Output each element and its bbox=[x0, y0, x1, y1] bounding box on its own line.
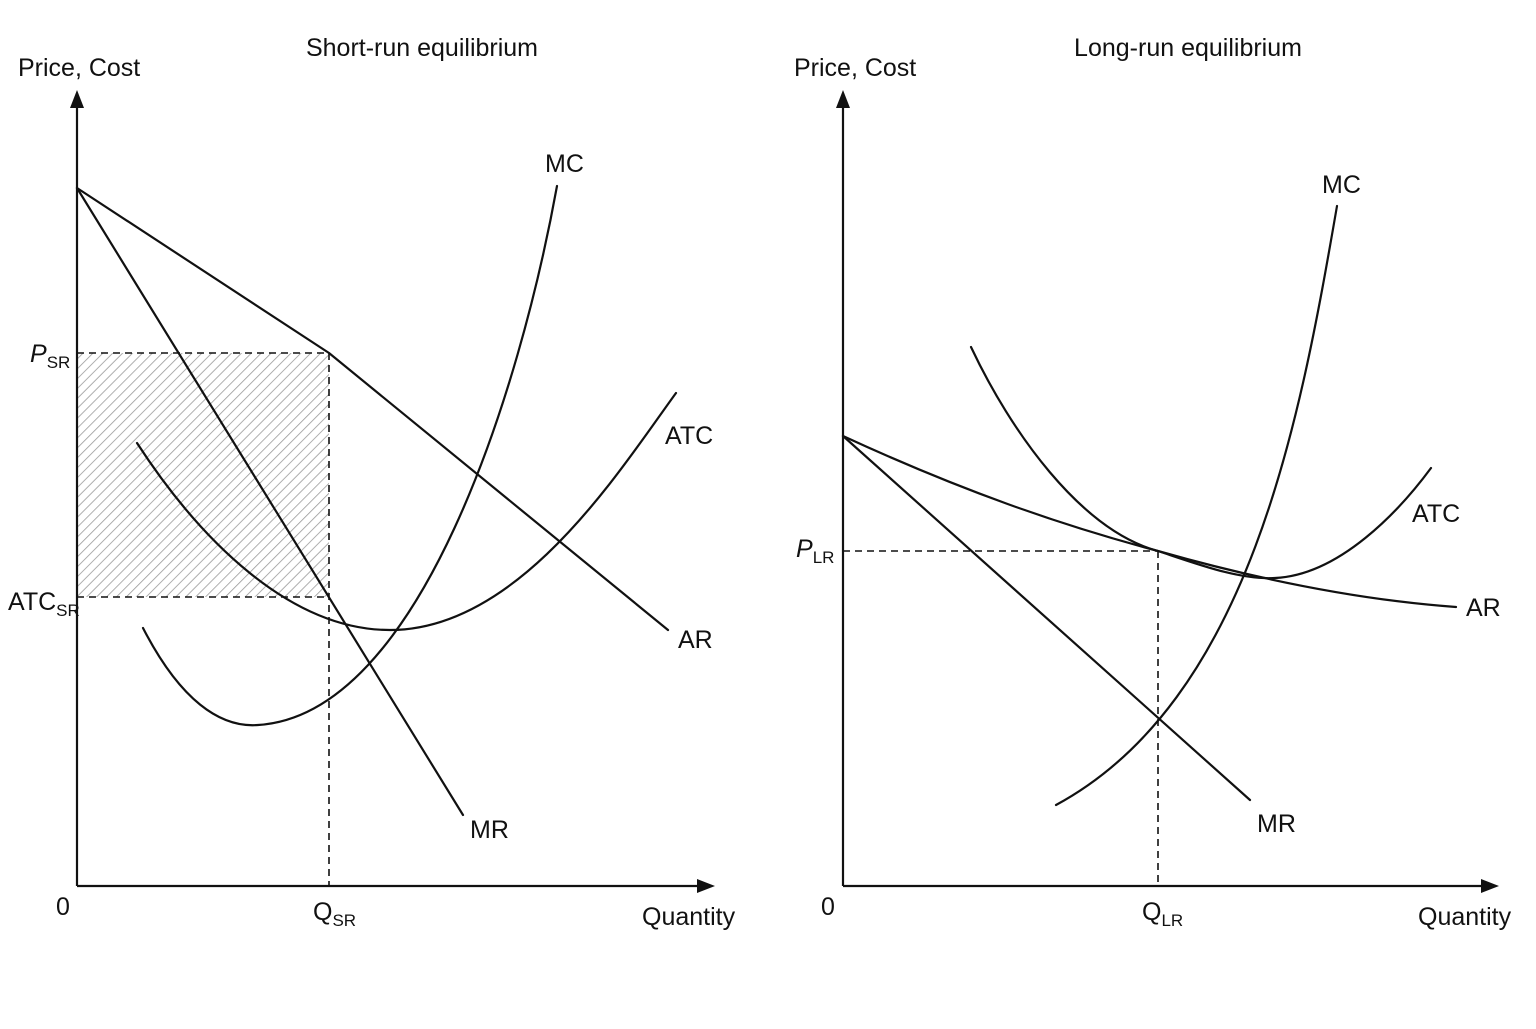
long-run-price-marker: PLR bbox=[796, 535, 834, 567]
short-run-atc-curve bbox=[135, 391, 678, 632]
long-run-mc-label: MC bbox=[1322, 171, 1361, 199]
short-run-x-axis-label: Quantity bbox=[642, 903, 736, 931]
short-run-mr-curve bbox=[75, 186, 465, 817]
short-run-x-axis-arrow bbox=[697, 879, 715, 893]
long-run-panel: Long-run equilibrium Price, Cost Quantit… bbox=[794, 34, 1512, 931]
long-run-title: Long-run equilibrium bbox=[1074, 34, 1302, 62]
long-run-y-axis-arrow bbox=[836, 90, 850, 108]
long-run-ar-label: AR bbox=[1466, 594, 1501, 622]
short-run-origin-label: 0 bbox=[56, 893, 70, 921]
long-run-origin-label: 0 bbox=[821, 893, 835, 921]
short-run-profit-area bbox=[77, 353, 329, 597]
long-run-y-axis-label: Price, Cost bbox=[794, 54, 916, 82]
short-run-mc-curve bbox=[141, 184, 559, 727]
short-run-ar-curve bbox=[75, 186, 670, 632]
long-run-atc-label: ATC bbox=[1412, 500, 1460, 528]
short-run-panel: Short-run equilibrium Price, Cost Quanti… bbox=[8, 34, 736, 931]
short-run-mr-label: MR bbox=[470, 816, 509, 844]
short-run-title: Short-run equilibrium bbox=[306, 34, 538, 62]
short-run-price-marker: PSR bbox=[30, 340, 70, 372]
long-run-mr-curve bbox=[841, 434, 1252, 802]
short-run-quantity-marker: QSR bbox=[313, 898, 356, 930]
short-run-atc-label: ATC bbox=[665, 422, 713, 450]
long-run-x-axis-label: Quantity bbox=[1418, 903, 1512, 931]
short-run-y-axis-arrow bbox=[70, 90, 84, 108]
short-run-mc-label: MC bbox=[545, 150, 584, 178]
long-run-mc-curve bbox=[1054, 204, 1339, 807]
long-run-ar-curve bbox=[841, 434, 1458, 609]
short-run-y-axis-label: Price, Cost bbox=[18, 54, 140, 82]
long-run-mr-label: MR bbox=[1257, 810, 1296, 838]
long-run-x-axis-arrow bbox=[1481, 879, 1499, 893]
short-run-ar-label: AR bbox=[678, 626, 713, 654]
long-run-quantity-marker: QLR bbox=[1142, 898, 1183, 930]
short-run-cost-marker: ATCSR bbox=[8, 588, 80, 620]
long-run-atc-curve bbox=[969, 345, 1433, 580]
